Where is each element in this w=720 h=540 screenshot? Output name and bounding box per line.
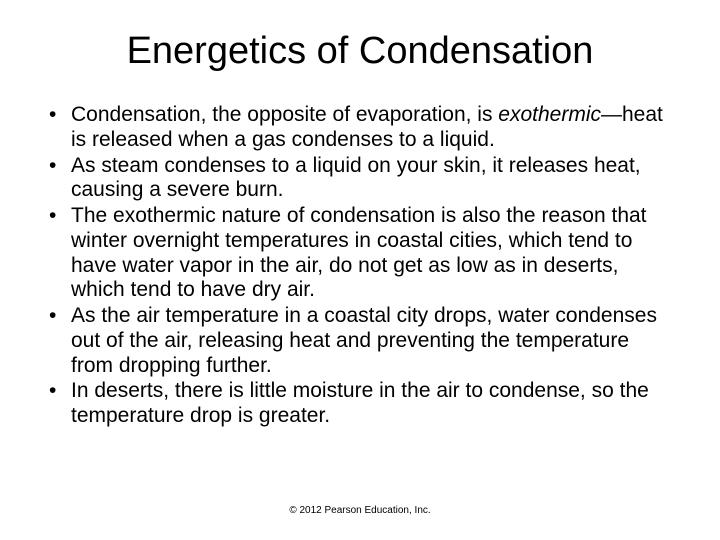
copyright-text: © 2012 Pearson Education, Inc.: [0, 505, 720, 516]
bullet-text-italic: exothermic: [498, 103, 601, 126]
bullet-item: As steam condenses to a liquid on your s…: [45, 154, 675, 204]
slide-title: Energetics of Condensation: [45, 30, 675, 73]
bullet-item: The exothermic nature of condensation is…: [45, 204, 675, 303]
bullet-text-pre: Condensation, the opposite of evaporatio…: [71, 103, 498, 126]
bullet-list: Condensation, the opposite of evaporatio…: [45, 103, 675, 429]
bullet-item: In deserts, there is little moisture in …: [45, 379, 675, 429]
slide-container: Energetics of Condensation Condensation,…: [0, 0, 720, 540]
bullet-item: As the air temperature in a coastal city…: [45, 304, 675, 378]
bullet-item: Condensation, the opposite of evaporatio…: [45, 103, 675, 153]
